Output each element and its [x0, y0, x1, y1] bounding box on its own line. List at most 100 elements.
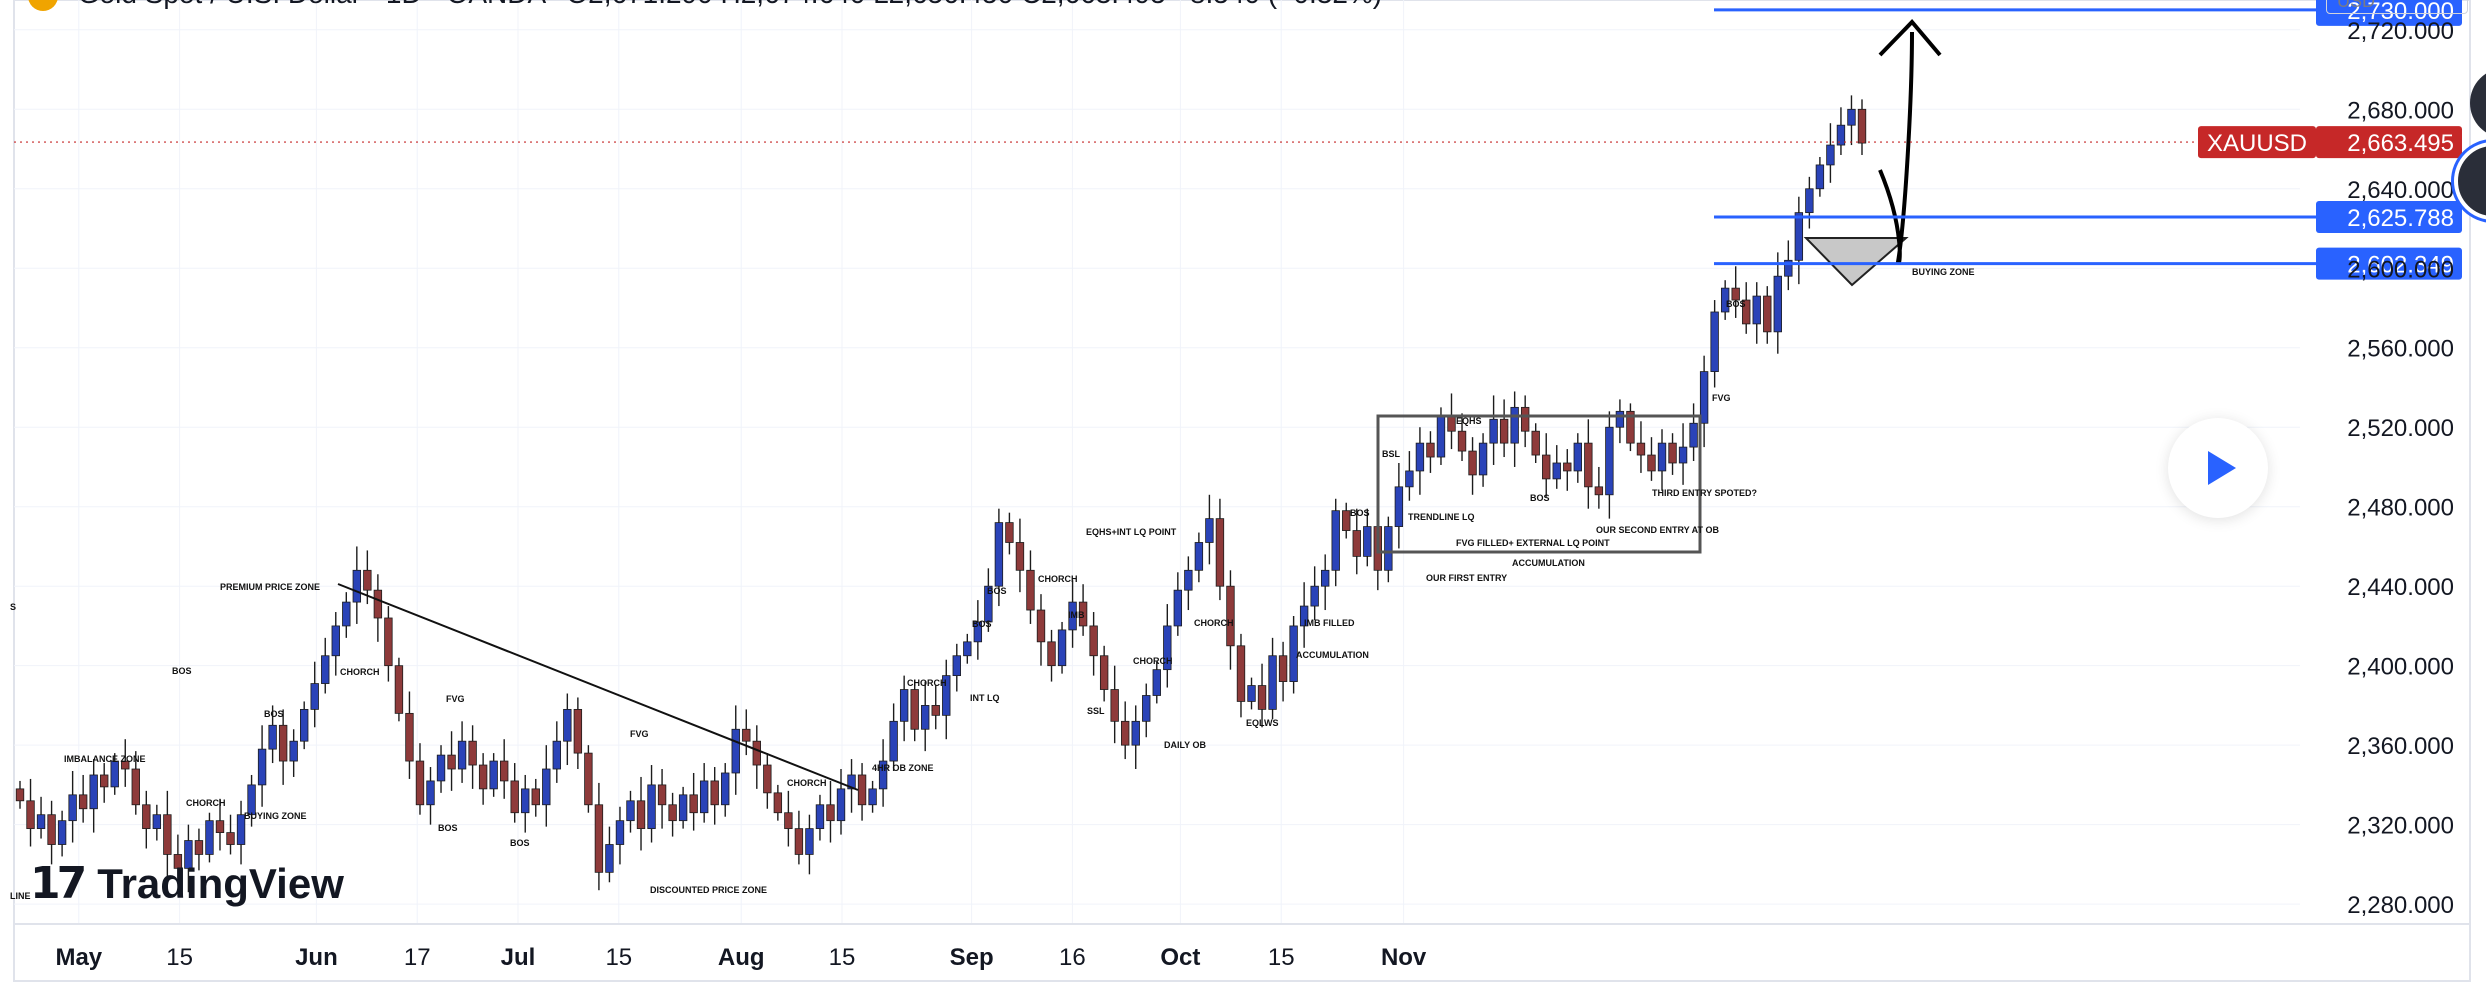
candle-body	[1247, 685, 1256, 702]
candle-body	[1584, 442, 1593, 488]
premium-trendline	[337, 583, 859, 791]
candle-body	[605, 844, 614, 873]
annotation-label: FVG	[630, 729, 649, 739]
annotation-label: CHORCH	[186, 798, 226, 808]
annotation-label: LINE	[10, 891, 31, 901]
last-price-badge	[2316, 126, 2462, 159]
annotation-label: IMB FILLED	[1304, 618, 1355, 628]
candle-body	[1068, 601, 1077, 631]
replay-play-button[interactable]	[2168, 418, 2268, 518]
candle-body	[257, 748, 267, 786]
candle-body	[1394, 486, 1404, 527]
candle-body	[447, 754, 456, 770]
annotation-label: EQHS	[1456, 416, 1482, 426]
candle-body	[436, 754, 446, 782]
candle-body	[942, 675, 951, 716]
candle-body	[1331, 510, 1340, 571]
price-tick-label: 2,440.000	[2347, 574, 2454, 601]
candle-body	[1320, 569, 1330, 587]
candle-body	[205, 820, 214, 855]
annotations: IMBALANCE ZONE CHORCH BUYING ZONE BOS BOS CHO…	[10, 19, 1975, 901]
annotation-label: IMB	[1068, 610, 1085, 620]
candle-body	[847, 774, 856, 790]
candle-body	[1226, 585, 1235, 647]
annotation-label: DISCOUNTED PRICE ZONE	[650, 885, 767, 895]
candle-body	[1489, 418, 1498, 444]
candle-body	[626, 800, 635, 822]
time-tick-label: Aug	[718, 944, 765, 971]
candle-body	[1205, 518, 1214, 543]
price-tick-label: 2,720.000	[2347, 18, 2454, 45]
candle-body	[363, 569, 372, 591]
annotation-label: CHORCH	[1038, 574, 1078, 584]
candle-body	[1436, 414, 1446, 458]
annotation-label: CHORCH	[340, 667, 380, 677]
time-tick-label: 15	[166, 944, 193, 971]
candle-body	[1110, 689, 1119, 722]
candle-body	[1615, 410, 1625, 428]
candle-body	[310, 683, 319, 710]
candle-body	[1363, 526, 1372, 557]
grid	[13, 0, 2471, 982]
candle-body	[489, 760, 498, 790]
candle-body	[373, 589, 383, 619]
time-tick-label: Jun	[295, 944, 338, 971]
candle-body	[1384, 526, 1393, 571]
candle-body	[184, 840, 193, 869]
tradingview-wordmark: TradingView	[97, 859, 344, 907]
candle-body	[689, 794, 698, 814]
candle-body	[910, 689, 919, 730]
candle-body	[26, 800, 35, 830]
candle-body	[1099, 655, 1109, 690]
candle-body	[57, 820, 67, 845]
candle-body	[36, 814, 46, 830]
candle-body	[1605, 426, 1614, 496]
candle-body	[710, 780, 719, 806]
candle-body	[468, 740, 477, 766]
candle-body	[868, 788, 877, 806]
currency-selector[interactable]: USD	[2326, 0, 2468, 14]
price-tick-label: 2,560.000	[2347, 336, 2454, 363]
candle-body	[573, 708, 583, 754]
price-tick-label: 2,480.000	[2347, 495, 2454, 522]
candle-body	[1636, 442, 1646, 456]
candle-body	[457, 740, 467, 770]
candle-body	[89, 774, 98, 810]
candle-body	[1699, 371, 1709, 424]
annotation-label: ACCUMULATION	[1512, 558, 1585, 568]
side-toolbar-button[interactable]	[2470, 68, 2486, 138]
time-tick-label: Sep	[950, 944, 994, 971]
annotation-label: BOS	[1530, 493, 1550, 503]
candle-body	[173, 854, 183, 869]
candle-body	[1626, 410, 1635, 444]
horizontal-levels[interactable]: 2,730.000 2,625.788 2,602.349 XAUUSD 2,663.4…	[14, 0, 2462, 280]
level-price-badge	[2316, 0, 2462, 26]
candle-body	[563, 708, 572, 742]
annotation-label: OUR SECOND ENTRY AT OB	[1596, 525, 1720, 535]
candle-body	[1447, 414, 1456, 432]
candle-body	[531, 788, 540, 806]
candle-body	[1836, 124, 1846, 146]
projection-arrow	[1878, 31, 1914, 266]
candle-body	[1184, 569, 1193, 591]
price-tick-label: 2,520.000	[2347, 415, 2454, 442]
candle-body	[1426, 442, 1435, 458]
tradingview-logo: 17 TradingView	[30, 858, 344, 909]
candle-body	[1857, 108, 1867, 144]
candle-body	[973, 621, 983, 643]
candle-body	[1026, 569, 1035, 611]
candle-body	[731, 728, 740, 774]
candle-body	[1142, 695, 1151, 722]
candle-body	[552, 740, 562, 770]
time-tick-label: Oct	[1160, 944, 1200, 971]
candle-body	[1647, 454, 1656, 472]
candle-body	[321, 655, 330, 684]
annotation-label: BSL	[1382, 449, 1401, 459]
annotation-label: BOS	[510, 838, 530, 848]
candle-body	[784, 812, 793, 830]
price-tick-label: 2,600.000	[2347, 256, 2454, 283]
candle-body	[100, 774, 109, 788]
candle-body	[584, 752, 593, 806]
